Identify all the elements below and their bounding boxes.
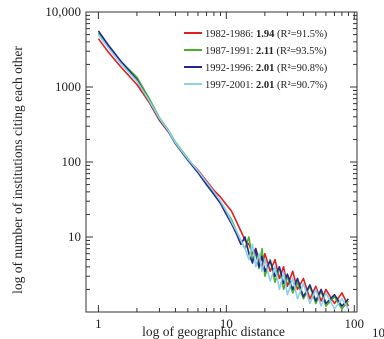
y-tick-label: 10 bbox=[68, 229, 81, 244]
cut-off-tick-label: 10 bbox=[372, 325, 384, 339]
legend-period: 1982-1986: bbox=[205, 29, 256, 40]
legend-exponent: 1.94 bbox=[256, 29, 275, 40]
series-line-2 bbox=[97, 32, 350, 310]
legend-r2: (R²=90.8%) bbox=[274, 63, 327, 74]
x-tick-label: 100 bbox=[345, 316, 365, 331]
x-axis-label: log of geographic distance bbox=[142, 324, 285, 339]
series-line-4 bbox=[97, 34, 350, 310]
legend-r2: (R²=90.7%) bbox=[274, 80, 327, 91]
legend-period: 1992-1996: bbox=[205, 63, 256, 74]
legend-exponent: 2.01 bbox=[256, 63, 274, 74]
axis-ticks: 1 10 100 10 100 1000 10,000 bbox=[45, 4, 364, 331]
legend-exponent: 2.01 bbox=[256, 80, 274, 91]
legend-entry-1: 1982-1986: 1.94 (R²=91.5%) bbox=[205, 29, 328, 40]
y-tick-label: 10,000 bbox=[45, 4, 81, 19]
x-tick-label: 1 bbox=[95, 316, 102, 331]
legend-exponent: 2.11 bbox=[256, 46, 274, 57]
legend-entry-4: 1997-2001: 2.01 (R²=90.7%) bbox=[205, 80, 328, 91]
x-tick-label: 10 bbox=[220, 316, 233, 331]
y-tick-label: 1000 bbox=[55, 79, 81, 94]
series-layer bbox=[97, 30, 350, 310]
legend-r2: (R²=91.5%) bbox=[274, 29, 327, 40]
legend-entry-3: 1992-1996: 2.01 (R²=90.8%) bbox=[205, 63, 328, 74]
legend-period: 1987-1991: bbox=[205, 46, 256, 57]
y-axis-label: log of number of institutions citing eac… bbox=[10, 46, 25, 294]
legend-r2: (R²=93.5%) bbox=[274, 46, 327, 57]
y-tick-label: 100 bbox=[62, 154, 82, 169]
legend-entry-2: 1987-1991: 2.11 (R²=93.5%) bbox=[205, 46, 327, 57]
legend: 1982-1986: 1.94 (R²=91.5%) 1987-1991: 2.1… bbox=[184, 29, 328, 91]
legend-period: 1997-2001: bbox=[205, 80, 256, 91]
plot-frame bbox=[85, 11, 358, 313]
